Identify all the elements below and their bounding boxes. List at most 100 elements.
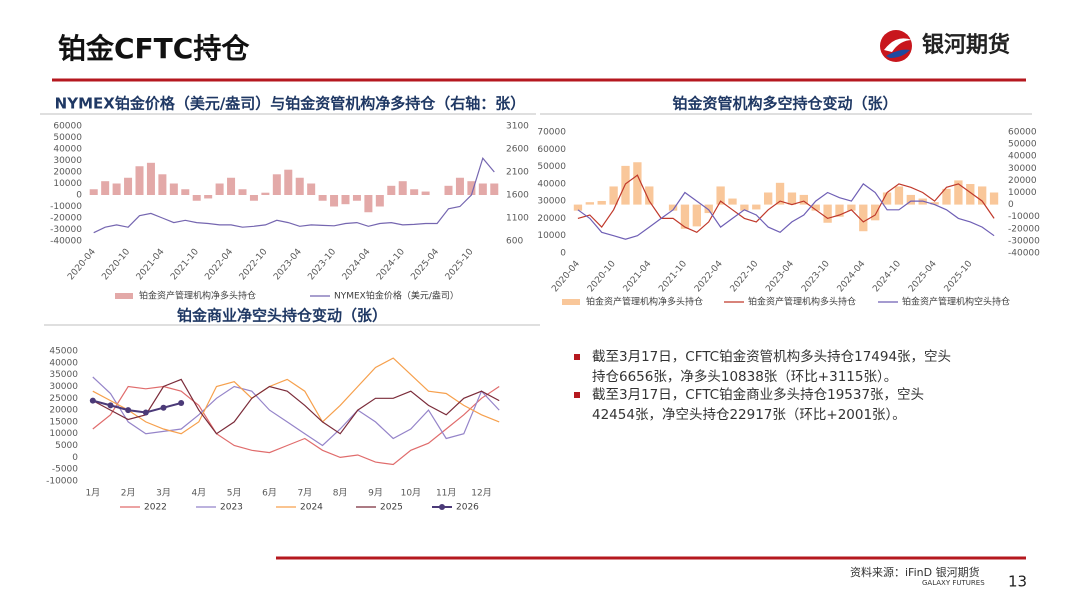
bar xyxy=(680,204,690,229)
bar xyxy=(215,183,224,195)
bar xyxy=(192,195,201,201)
bar xyxy=(227,177,236,195)
chart-title: 铂金商业净空头持仓变动（张） xyxy=(177,307,387,325)
x-tick-label: 2020-10 xyxy=(100,247,132,282)
x-tick-label: 5月 xyxy=(227,488,242,499)
legend-label: NYMEX铂金价格（美元/盎司） xyxy=(334,290,459,302)
bullet-marker xyxy=(574,392,580,398)
x-tick-label: 2020-10 xyxy=(586,259,618,294)
bar xyxy=(410,189,419,195)
bar xyxy=(823,204,832,223)
legend-label: 铂金资产管理机构空头持仓 xyxy=(902,296,1010,308)
marker xyxy=(125,407,132,414)
x-tick-label: 2021-04 xyxy=(622,259,654,294)
y-tick-label: 25000 xyxy=(49,394,78,404)
x-tick-label: 2023-04 xyxy=(272,247,304,282)
bar xyxy=(775,182,785,205)
marker xyxy=(107,402,114,409)
y-tick-label: 30000 xyxy=(537,197,566,207)
legend-label: 2026 xyxy=(456,503,479,513)
bar xyxy=(455,177,464,195)
y-tick-label: -30000 xyxy=(50,225,82,235)
bullet: 截至3月17日，CFTC铂金资管机构多头持仓17494张，空头持仓6656张，净… xyxy=(592,349,952,385)
bar xyxy=(341,195,350,205)
x-tick-label: 2024-04 xyxy=(341,247,373,282)
bar xyxy=(89,189,98,195)
bar xyxy=(330,195,339,207)
legend-swatch xyxy=(439,504,445,510)
bar xyxy=(633,162,642,205)
bar xyxy=(597,200,606,205)
legend-swatch xyxy=(562,299,580,305)
x-tick-label: 4月 xyxy=(191,488,206,499)
y2-tick-label: 2600 xyxy=(506,145,529,155)
bar xyxy=(668,204,678,211)
page-number: 13 xyxy=(1008,573,1027,591)
chart-title: NYMEX铂金价格（美元/盎司）与铂金资管机构净多持仓（右轴：张） xyxy=(55,95,526,113)
y2-tick-label: 10000 xyxy=(1008,188,1037,198)
bar xyxy=(847,204,856,211)
y-tick-label: 45000 xyxy=(49,347,78,357)
bar xyxy=(811,204,820,211)
y-tick-label: -5000 xyxy=(52,465,78,475)
y-tick-label: 40000 xyxy=(537,179,566,189)
x-tick-label: 2022-10 xyxy=(238,247,270,282)
bar xyxy=(835,204,844,217)
x-tick-label: 2023-04 xyxy=(764,259,796,294)
legend-label: 铂金资产管理机构净多头持仓 xyxy=(586,296,703,308)
x-tick-label: 2020-04 xyxy=(66,247,98,282)
bar xyxy=(764,192,773,205)
y-tick-label: 30000 xyxy=(49,382,78,392)
bar xyxy=(135,166,144,195)
x-tick-label: 7月 xyxy=(297,488,312,499)
y-tick-label: 0 xyxy=(72,453,78,463)
bar xyxy=(307,183,316,195)
bar xyxy=(146,162,155,195)
x-tick-label: 2024-04 xyxy=(836,259,868,294)
series-line xyxy=(92,357,500,435)
y-tick-label: 35000 xyxy=(49,370,78,380)
x-tick-label: 2022-04 xyxy=(203,247,235,282)
y-tick-label: 60000 xyxy=(537,145,566,155)
marker xyxy=(160,404,167,411)
x-tick-label: 2025-04 xyxy=(907,259,939,294)
brand: GALAXY FUTURES xyxy=(922,579,985,587)
legend-label: 铂金资产管理机构净多头持仓 xyxy=(139,290,256,302)
bar xyxy=(238,189,247,195)
y2-tick-label: 1600 xyxy=(506,191,529,201)
bar xyxy=(894,186,904,205)
bar xyxy=(609,186,618,205)
legend-label: 2023 xyxy=(220,503,243,513)
bar xyxy=(692,204,701,227)
marker xyxy=(178,400,185,406)
y2-tick-label: 3100 xyxy=(506,122,529,132)
bar xyxy=(859,204,868,232)
y2-tick-label: 1100 xyxy=(506,214,529,224)
y-tick-label: 10000 xyxy=(49,429,78,439)
y2-tick-label: -20000 xyxy=(1008,224,1040,234)
y-tick-label: 0 xyxy=(560,249,566,259)
x-tick-label: 2025-10 xyxy=(943,259,975,294)
legend-swatch xyxy=(115,293,133,299)
series-line xyxy=(92,376,500,447)
bar xyxy=(645,186,654,205)
bar xyxy=(318,195,327,201)
bar xyxy=(364,195,373,213)
bar xyxy=(272,174,281,195)
y2-tick-label: -40000 xyxy=(1008,249,1040,259)
x-tick-label: 2022-04 xyxy=(693,259,725,294)
x-tick-label: 3月 xyxy=(156,488,171,499)
bar xyxy=(158,174,167,195)
y-tick-label: -10000 xyxy=(46,477,78,487)
x-tick-label: 2022-10 xyxy=(729,259,761,294)
bar xyxy=(421,191,430,195)
bar xyxy=(704,204,713,214)
bar xyxy=(467,181,476,195)
bar xyxy=(871,204,880,221)
y2-tick-label: 0 xyxy=(1008,200,1014,210)
y2-tick-label: 40000 xyxy=(1008,152,1037,162)
y2-tick-label: 60000 xyxy=(1008,128,1037,138)
bar xyxy=(284,169,293,195)
